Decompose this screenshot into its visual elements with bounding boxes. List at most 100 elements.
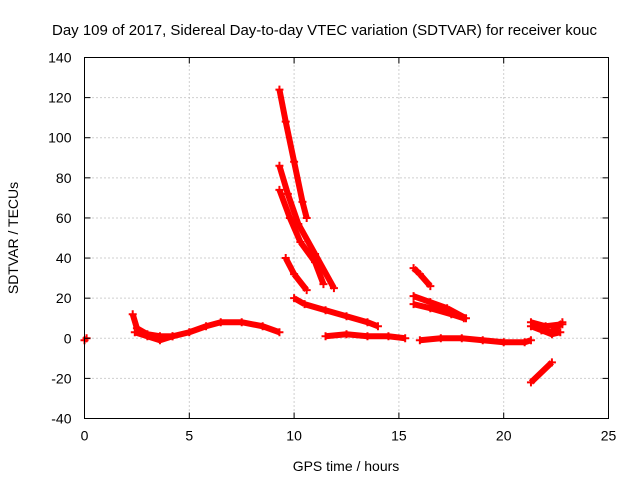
series-arc-13 xyxy=(415,334,535,347)
data-point xyxy=(409,292,418,301)
data-point xyxy=(409,300,418,309)
data-point xyxy=(143,332,152,341)
data-point xyxy=(275,185,284,194)
x-tick-label: 20 xyxy=(496,428,512,444)
x-tick-label: 15 xyxy=(391,428,407,444)
data-point xyxy=(478,336,487,345)
x-axis-label: GPS time / hours xyxy=(293,458,400,474)
series-arc-1 xyxy=(80,334,91,345)
data-point xyxy=(168,332,177,341)
grid xyxy=(84,57,609,419)
data-point xyxy=(275,328,284,337)
series-arc-9 xyxy=(321,330,410,343)
data-segment xyxy=(291,272,310,292)
data-point xyxy=(457,334,466,343)
data-segment xyxy=(324,307,348,320)
data-segment xyxy=(411,265,422,277)
data-segment xyxy=(412,293,432,306)
data-point xyxy=(285,213,294,222)
data-point xyxy=(426,282,435,291)
series-arc-7 xyxy=(281,254,311,295)
data-segment xyxy=(295,222,318,256)
data-point xyxy=(281,117,290,126)
y-tick-label: -40 xyxy=(51,411,71,427)
data-segment xyxy=(429,305,453,318)
data-segment xyxy=(276,188,293,219)
data-segment xyxy=(297,240,318,264)
data-point xyxy=(537,326,546,335)
x-tick-label: 25 xyxy=(601,428,617,444)
data-point xyxy=(526,336,535,345)
data-point xyxy=(556,328,565,337)
data-point xyxy=(290,294,299,303)
y-tick-label: 0 xyxy=(64,330,72,346)
data-point xyxy=(128,310,137,319)
y-tick-label: -20 xyxy=(51,370,71,386)
data-point xyxy=(311,258,320,267)
data-point xyxy=(426,304,435,313)
data-point xyxy=(290,270,299,279)
x-tick-label: 10 xyxy=(286,428,302,444)
data-point xyxy=(459,314,468,323)
series-arc-3 xyxy=(130,328,177,345)
data-point xyxy=(155,336,164,345)
x-tick-label: 0 xyxy=(81,428,89,444)
data-segment xyxy=(282,121,298,163)
y-tick-label: 20 xyxy=(56,290,72,306)
data-point xyxy=(401,334,410,343)
data-point xyxy=(526,318,535,327)
data-point xyxy=(283,189,292,198)
series-arc-6 xyxy=(275,185,328,289)
data-point xyxy=(298,197,307,206)
data-point xyxy=(342,312,351,321)
data-point xyxy=(275,161,284,170)
data-series xyxy=(80,85,567,387)
data-point xyxy=(558,320,567,329)
data-segment xyxy=(276,89,289,123)
x-tick-label: 5 xyxy=(185,428,193,444)
data-point xyxy=(409,264,418,273)
data-point xyxy=(275,85,284,94)
series-arc-4 xyxy=(275,85,311,222)
data-point xyxy=(302,286,311,295)
data-segment xyxy=(303,301,327,314)
series-arc-8 xyxy=(290,294,382,331)
data-point xyxy=(216,318,225,327)
data-point xyxy=(319,280,328,289)
chart-title: Day 109 of 2017, Sidereal Day-to-day VTE… xyxy=(52,22,597,39)
plot-frame xyxy=(84,57,609,419)
data-point xyxy=(185,328,194,337)
data-point xyxy=(447,310,456,319)
data-segment xyxy=(345,313,369,326)
data-point xyxy=(342,330,351,339)
data-point xyxy=(258,322,267,331)
data-segment xyxy=(528,360,554,385)
data-point xyxy=(526,378,535,387)
data-segment xyxy=(188,323,208,336)
data-point xyxy=(202,322,211,331)
data-point xyxy=(373,322,382,331)
axes: 0 5 10 15 20 25 -40 -20 0 20 40 60 80 100 120 140 xyxy=(48,50,616,444)
y-tick-label: 140 xyxy=(48,50,72,66)
data-segment xyxy=(284,192,302,225)
data-point xyxy=(415,336,424,345)
data-point xyxy=(296,238,305,247)
data-segment xyxy=(312,252,337,290)
y-tick-label: 80 xyxy=(56,170,72,186)
data-segment xyxy=(276,164,291,195)
data-segment xyxy=(292,295,307,307)
data-point xyxy=(321,306,330,315)
data-segment xyxy=(283,256,297,276)
data-point xyxy=(520,338,529,347)
data-point xyxy=(363,332,372,341)
data-point xyxy=(547,330,556,339)
series-arc-17 xyxy=(526,358,556,387)
data-point xyxy=(302,213,311,222)
data-point xyxy=(415,270,424,279)
data-segment xyxy=(312,261,327,286)
data-point xyxy=(300,300,309,309)
data-segment xyxy=(291,161,306,203)
data-segment xyxy=(429,299,449,312)
data-segment xyxy=(261,323,281,336)
data-segment xyxy=(417,272,433,289)
